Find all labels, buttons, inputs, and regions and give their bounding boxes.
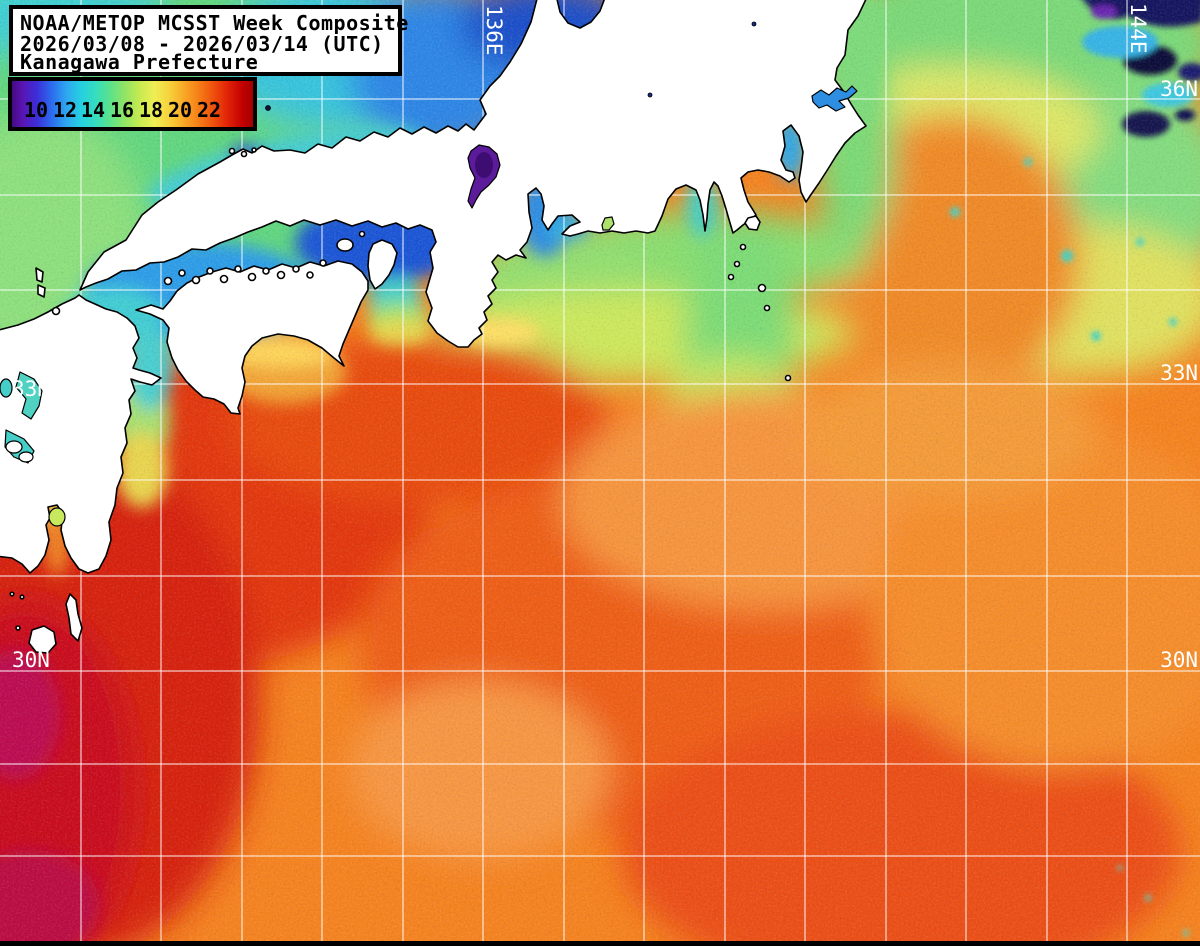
- colorbar-tick-20: 20: [168, 98, 192, 122]
- title-box: NOAA/METOP MCSST Week Composite 2026/03/…: [9, 5, 409, 76]
- iki-island: [51, 306, 61, 316]
- coord-label-30n: 30N: [1160, 648, 1198, 672]
- coord-label-136e: 136E: [482, 5, 506, 56]
- tsushima-island-north: [35, 267, 44, 283]
- awaji-island: [367, 239, 398, 290]
- lake-suwa-speck: [647, 92, 653, 98]
- omura-bay: [0, 378, 13, 398]
- colorbar-tick-16: 16: [110, 98, 134, 122]
- coord-label-33n: 33N: [1160, 361, 1198, 385]
- coord-label-30n: 30N: [12, 648, 50, 672]
- colorbar-tick-18: 18: [139, 98, 163, 122]
- lake-hamana: [601, 216, 615, 231]
- lake-biwa-cold-core: [475, 152, 493, 178]
- bottom-black-bar: [0, 941, 1200, 946]
- shikoku-landmass: [135, 260, 369, 415]
- colorbar-gradient: [8, 77, 257, 131]
- seto-islet: [358, 230, 366, 238]
- kyushu-landmass: [0, 294, 162, 574]
- title-box-frame: [9, 5, 402, 76]
- colorbar-tick-14: 14: [81, 98, 105, 122]
- colorbar-tick-labels: 10 12 14 16 18 20 22: [24, 98, 221, 122]
- title-line-product: NOAA/METOP MCSST Week Composite: [20, 11, 409, 35]
- tanegashima-island: [65, 593, 83, 642]
- izu-island-chain: [727, 243, 792, 382]
- colorbar-tick-10: 10: [24, 98, 48, 122]
- colorbar-tick-22: 22: [197, 98, 221, 122]
- hagi-coast-islets: [228, 147, 257, 158]
- seto-inland-islets: [163, 259, 327, 286]
- satsunan-islets: [9, 591, 25, 631]
- colorbar-tick-12: 12: [53, 98, 77, 122]
- inland-waters: [0, 21, 858, 527]
- landmasses: [0, 0, 867, 654]
- amakusa-island-b: [18, 451, 34, 463]
- title-line-region: Kanagawa Prefecture: [20, 50, 258, 74]
- oki-islet-speck: [265, 105, 271, 111]
- coord-label-33n: 33N: [12, 377, 50, 401]
- coord-label-144e: 144E: [1126, 3, 1150, 54]
- kagoshima-crater-lake: [48, 507, 66, 527]
- lake-chuzenji-speck: [751, 21, 757, 27]
- yakushima-island: [28, 625, 57, 654]
- izu-oshima-island: [744, 215, 761, 231]
- shodoshima-island: [336, 238, 354, 252]
- lake-kasumigaura: [811, 85, 858, 112]
- coord-label-36n: 36N: [1160, 77, 1198, 101]
- coordinate-labels: 136E 144E 36N 33N 30N 33N 30N: [12, 3, 1198, 672]
- temperature-colorbar-legend: 10 12 14 16 18 20 22: [8, 77, 257, 131]
- amakusa-island-a: [5, 440, 23, 454]
- tsushima-island-south: [37, 284, 46, 298]
- title-line-daterange: 2026/03/08 - 2026/03/14 (UTC): [20, 32, 384, 56]
- ariake-sea-inlet: [15, 371, 43, 420]
